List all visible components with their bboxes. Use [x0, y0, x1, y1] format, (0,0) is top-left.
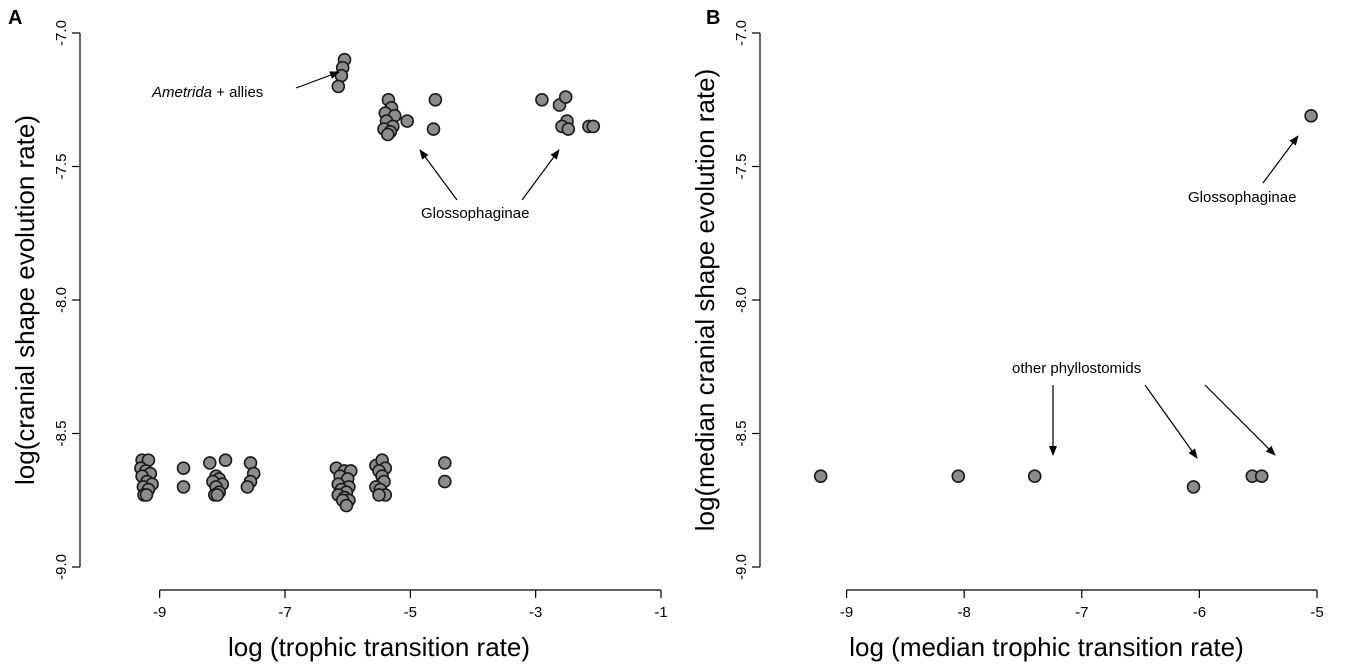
y-tick-label: -8.0	[53, 287, 70, 313]
annotation-other-phyllostomids: other phyllostomids	[1012, 360, 1141, 377]
arrow-ametrida	[295, 71, 340, 89]
data-point	[437, 474, 452, 489]
data-point	[426, 122, 441, 136]
annotation-allies-text: + allies	[212, 84, 263, 101]
data-point	[428, 93, 443, 107]
data-point	[558, 90, 573, 104]
x-tick-label: -6	[1193, 604, 1206, 621]
y-tick-label: -7.0	[53, 20, 70, 46]
data-point	[380, 127, 395, 142]
data-point	[176, 480, 191, 494]
data-point	[400, 114, 415, 128]
x-tick-label: -7	[1075, 604, 1088, 621]
arrow-glossophaginae-a-right	[521, 149, 560, 201]
data-point	[218, 453, 233, 468]
annotation-glossophaginae-b: Glossophaginae	[1188, 189, 1296, 206]
data-point	[813, 469, 828, 484]
data-point	[1027, 469, 1042, 484]
x-tick-label: -3	[529, 604, 542, 621]
x-tick-label: -5	[404, 604, 417, 621]
x-axis-title: log (median trophic transition rate)	[849, 632, 1244, 662]
x-tick-label: -9	[153, 604, 166, 621]
y-tick-label: -9.0	[53, 554, 70, 580]
annotation-ametrida-allies: Ametrida + allies	[151, 84, 263, 101]
y-tick-label: -7.5	[733, 154, 750, 180]
data-point	[240, 480, 255, 494]
panel-a-plot: -9 -7 -5 -3 -1 -7.0 -7.5 -8.0 -8.5 -9.0 log (troph…	[10, 20, 668, 662]
data-point	[586, 119, 601, 134]
y-axis-title: log(median cranial shape evolution rate)	[690, 69, 720, 532]
data-point	[535, 93, 549, 107]
data-point	[1186, 480, 1201, 494]
x-tick-label: -1	[654, 604, 667, 621]
annotation-ametrida-name: Ametrida	[151, 84, 212, 101]
y-tick-label: -7.0	[733, 20, 750, 46]
y-tick-label: -8.5	[733, 421, 750, 447]
data-point	[176, 461, 191, 476]
y-tick-label: -8.5	[53, 421, 70, 447]
arrow-other-phyllo-3	[1204, 384, 1276, 456]
data-point	[1254, 469, 1269, 484]
data-point	[1304, 109, 1318, 123]
y-tick-label: -8.0	[733, 287, 750, 313]
panel-letter-b: B	[706, 7, 720, 29]
x-tick-label: -5	[1310, 604, 1323, 621]
data-point	[437, 456, 452, 470]
data-point	[951, 469, 966, 484]
y-tick-label: -9.0	[733, 554, 750, 580]
data-point	[372, 488, 386, 502]
panel-b-plot: -9 -8 -7 -6 -5 -7.0 -7.5 -8.0 -8.5 -9.0 log (media…	[690, 20, 1324, 662]
arrow-other-phyllo-2	[1144, 384, 1198, 459]
x-tick-label: -9	[840, 604, 853, 621]
data-point	[339, 498, 354, 513]
panel-letter-a: A	[8, 7, 22, 29]
arrow-glossophaginae-a-left	[419, 149, 458, 201]
x-tick-label: -7	[278, 604, 291, 621]
x-tick-label: -8	[958, 604, 971, 621]
y-tick-label: -7.5	[53, 154, 70, 180]
annotation-glossophaginae-a: Glossophaginae	[421, 205, 529, 222]
data-point	[139, 488, 154, 502]
x-axis-title: log (trophic transition rate)	[228, 632, 530, 662]
data-point	[331, 79, 346, 94]
data-point	[203, 456, 217, 470]
data-point	[561, 122, 576, 136]
y-axis-title: log(cranial shape evolution rate)	[10, 115, 40, 485]
arrow-glossophaginae-b	[1262, 135, 1299, 184]
data-point	[210, 488, 225, 502]
